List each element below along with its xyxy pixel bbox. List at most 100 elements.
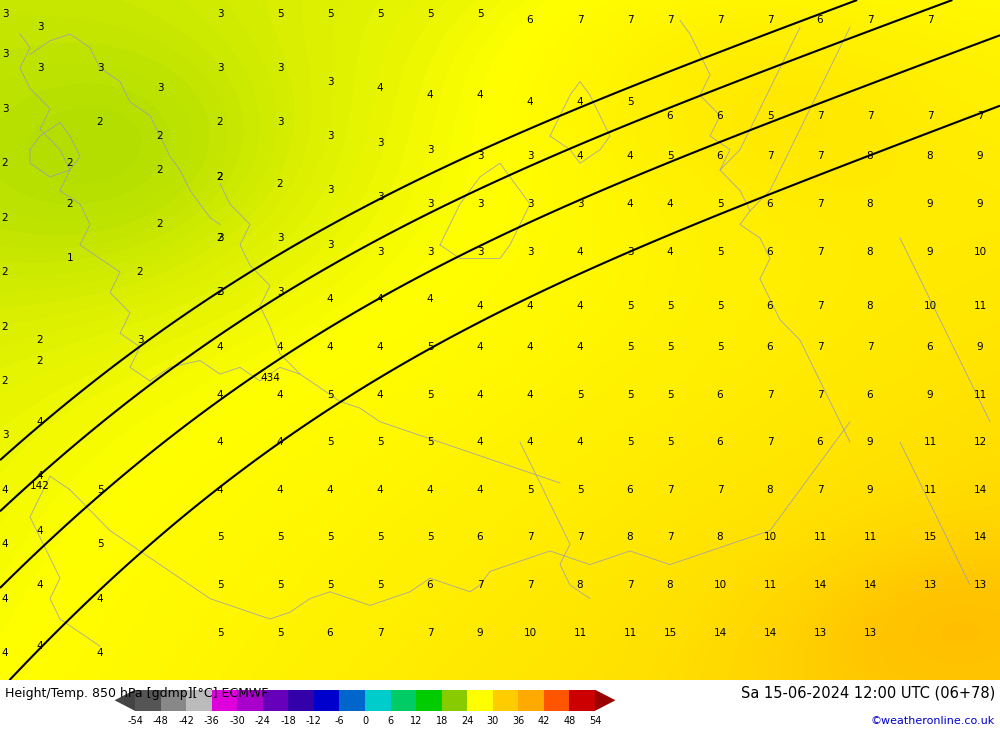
Text: 5: 5: [767, 111, 773, 121]
Text: 3: 3: [477, 247, 483, 257]
Text: 3: 3: [277, 63, 283, 73]
Text: 2: 2: [217, 172, 223, 182]
Text: 3: 3: [277, 233, 283, 243]
Text: 6: 6: [717, 111, 723, 121]
Text: 6: 6: [927, 342, 933, 352]
Text: 10: 10: [923, 301, 937, 311]
Text: 2: 2: [2, 267, 8, 277]
Text: 4: 4: [97, 594, 103, 603]
Bar: [161, 690, 186, 711]
Text: 434: 434: [260, 372, 280, 383]
Text: 4: 4: [577, 342, 583, 352]
Text: 5: 5: [627, 389, 633, 399]
Bar: [442, 690, 467, 711]
Text: 4: 4: [527, 389, 533, 399]
Text: 5: 5: [667, 342, 673, 352]
Text: 6: 6: [767, 301, 773, 311]
Text: 3: 3: [427, 247, 433, 257]
Text: 5: 5: [717, 247, 723, 257]
Text: 4: 4: [2, 648, 8, 658]
Text: 7: 7: [767, 152, 773, 161]
Text: 5: 5: [527, 485, 533, 495]
Text: 4: 4: [377, 485, 383, 495]
Text: 5: 5: [277, 627, 283, 638]
Text: 6: 6: [767, 342, 773, 352]
Bar: [365, 690, 391, 711]
Text: 4: 4: [37, 580, 43, 590]
Text: 5: 5: [427, 389, 433, 399]
Text: 15: 15: [923, 532, 937, 542]
Text: 10: 10: [523, 627, 537, 638]
Text: 6: 6: [717, 152, 723, 161]
Text: 4: 4: [37, 417, 43, 427]
Text: -24: -24: [255, 716, 271, 726]
Text: 36: 36: [512, 716, 524, 726]
Text: 3: 3: [527, 152, 533, 161]
Text: ©weatheronline.co.uk: ©weatheronline.co.uk: [871, 716, 995, 726]
Text: 3: 3: [277, 287, 283, 298]
Text: 14: 14: [973, 485, 987, 495]
Text: 6: 6: [817, 15, 823, 26]
Text: 5: 5: [327, 532, 333, 542]
Text: 2: 2: [157, 219, 163, 229]
Text: 48: 48: [563, 716, 576, 726]
Text: 5: 5: [327, 437, 333, 447]
Text: 6: 6: [667, 111, 673, 121]
Text: 3: 3: [327, 131, 333, 141]
Text: 5: 5: [277, 9, 283, 18]
Text: 11: 11: [973, 389, 987, 399]
Text: 14: 14: [813, 580, 827, 590]
Text: 6: 6: [527, 15, 533, 26]
Text: 4: 4: [427, 485, 433, 495]
Text: 7: 7: [817, 342, 823, 352]
Text: 4: 4: [377, 294, 383, 304]
Text: 7: 7: [627, 580, 633, 590]
Text: 4: 4: [327, 294, 333, 304]
Polygon shape: [595, 690, 615, 711]
Text: 2: 2: [2, 158, 8, 169]
Text: 3: 3: [2, 49, 8, 59]
Text: 3: 3: [217, 9, 223, 18]
Text: 11: 11: [973, 301, 987, 311]
Bar: [212, 690, 237, 711]
Text: 2: 2: [37, 356, 43, 366]
Text: 4: 4: [217, 485, 223, 495]
Text: 2: 2: [157, 131, 163, 141]
Text: 9: 9: [477, 627, 483, 638]
Text: 2: 2: [2, 322, 8, 331]
Text: 7: 7: [577, 15, 583, 26]
Text: -12: -12: [306, 716, 322, 726]
Text: 5: 5: [577, 485, 583, 495]
Text: 5: 5: [627, 437, 633, 447]
Text: 4: 4: [217, 342, 223, 352]
Text: 7: 7: [527, 532, 533, 542]
Text: 24: 24: [461, 716, 473, 726]
Text: 7: 7: [977, 111, 983, 121]
Text: 4: 4: [477, 389, 483, 399]
Text: 8: 8: [667, 580, 673, 590]
Text: 5: 5: [477, 9, 483, 18]
Text: 4: 4: [477, 301, 483, 311]
Text: 6: 6: [867, 389, 873, 399]
Text: 3: 3: [577, 199, 583, 209]
Text: 14: 14: [713, 627, 727, 638]
Text: 7: 7: [817, 485, 823, 495]
Text: 10: 10: [713, 580, 727, 590]
Text: 5: 5: [667, 152, 673, 161]
Text: 13: 13: [863, 627, 877, 638]
Text: 7: 7: [867, 111, 873, 121]
Text: 3: 3: [137, 335, 143, 345]
Text: 7: 7: [817, 247, 823, 257]
Text: 4: 4: [217, 389, 223, 399]
Text: 3: 3: [377, 138, 383, 148]
Text: -36: -36: [204, 716, 220, 726]
Text: 2: 2: [217, 117, 223, 128]
Text: 2: 2: [217, 233, 223, 243]
Text: 7: 7: [767, 389, 773, 399]
Text: 4: 4: [377, 389, 383, 399]
Text: 3: 3: [37, 63, 43, 73]
Text: 4: 4: [527, 301, 533, 311]
Bar: [135, 690, 161, 711]
Text: 5: 5: [577, 389, 583, 399]
Text: 7: 7: [817, 152, 823, 161]
